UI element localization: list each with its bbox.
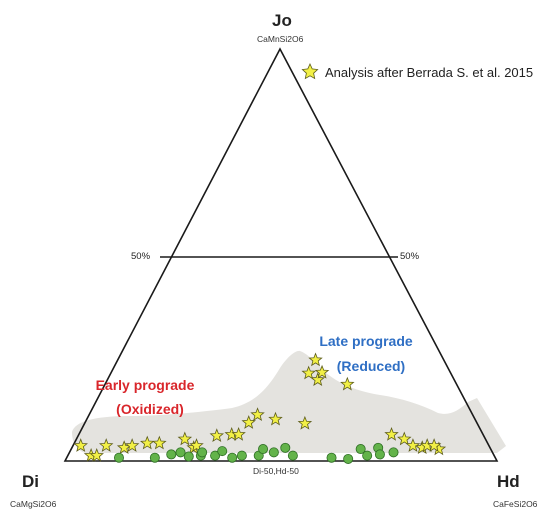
circle-point-18 bbox=[343, 453, 354, 464]
data-points bbox=[73, 352, 447, 464]
ternary-triangle bbox=[63, 47, 499, 462]
star-point-20 bbox=[314, 364, 330, 379]
star-point-4 bbox=[98, 438, 114, 452]
star-point-19 bbox=[310, 372, 325, 386]
field-late-line1: Late prograde bbox=[319, 333, 413, 349]
legend-label: Analysis after Berrada S. et al. 2015 bbox=[325, 65, 533, 80]
circle-point-3 bbox=[166, 449, 177, 460]
circle-point-20 bbox=[362, 450, 373, 461]
midline-label-right: 50% bbox=[400, 251, 420, 262]
circle-point-23 bbox=[388, 447, 399, 458]
star-point-30 bbox=[297, 415, 313, 430]
star-point-22 bbox=[384, 427, 399, 441]
circle-point-1 bbox=[113, 452, 124, 463]
midline-label-left: 50% bbox=[131, 251, 151, 262]
circle-point-5 bbox=[183, 451, 194, 462]
field-early-line1: Early prograde bbox=[96, 377, 195, 393]
vertex-label-di: Di bbox=[22, 472, 39, 491]
circle-point-11 bbox=[236, 450, 247, 461]
star-point-16 bbox=[268, 411, 283, 426]
star-point-1 bbox=[73, 438, 88, 452]
circle-point-15 bbox=[280, 442, 291, 453]
star-point-6 bbox=[124, 438, 140, 452]
star-point-13 bbox=[231, 427, 246, 441]
legend: Analysis after Berrada S. et al. 2015 bbox=[301, 63, 533, 80]
star-point-24 bbox=[405, 438, 421, 452]
circle-point-4 bbox=[175, 447, 186, 458]
circle-point-19 bbox=[355, 444, 366, 455]
vertex-formula-hd: CaFeSi2O6 bbox=[493, 499, 538, 509]
circle-point-9 bbox=[217, 446, 228, 457]
vertex-label-jo: Jo bbox=[272, 11, 292, 30]
circle-point-7 bbox=[197, 447, 208, 458]
star-point-23 bbox=[397, 431, 412, 446]
circle-point-10 bbox=[227, 452, 238, 463]
circle-point-14 bbox=[268, 447, 279, 458]
star-point-28 bbox=[426, 438, 442, 452]
circle-point-17 bbox=[326, 452, 337, 463]
star-point-9 bbox=[177, 431, 193, 446]
base-label: Di-50,Hd-50 bbox=[253, 466, 299, 476]
star-point-18 bbox=[308, 352, 323, 367]
circle-point-16 bbox=[287, 450, 298, 461]
star-point-15 bbox=[250, 407, 265, 422]
circle-point-8 bbox=[210, 450, 221, 461]
star-point-7 bbox=[140, 435, 155, 450]
vertex-formula-di: CaMgSi2O6 bbox=[10, 499, 57, 509]
circle-point-2 bbox=[149, 452, 160, 463]
field-early-line2: (Oxidized) bbox=[116, 401, 184, 417]
star-point-17 bbox=[301, 365, 316, 380]
star-point-8 bbox=[152, 435, 167, 450]
star-point-3 bbox=[89, 448, 104, 462]
legend-star-icon bbox=[301, 63, 319, 80]
star-point-29 bbox=[189, 438, 204, 452]
composition-field bbox=[72, 350, 506, 453]
circle-point-22 bbox=[374, 449, 385, 460]
field-late-line2: (Reduced) bbox=[337, 358, 405, 374]
star-point-11 bbox=[209, 428, 225, 443]
vertex-label-hd: Hd bbox=[497, 472, 520, 491]
vertex-formula-jo: CaMnSi2O6 bbox=[257, 34, 304, 44]
star-point-21 bbox=[340, 376, 355, 391]
circle-point-13 bbox=[258, 444, 269, 455]
